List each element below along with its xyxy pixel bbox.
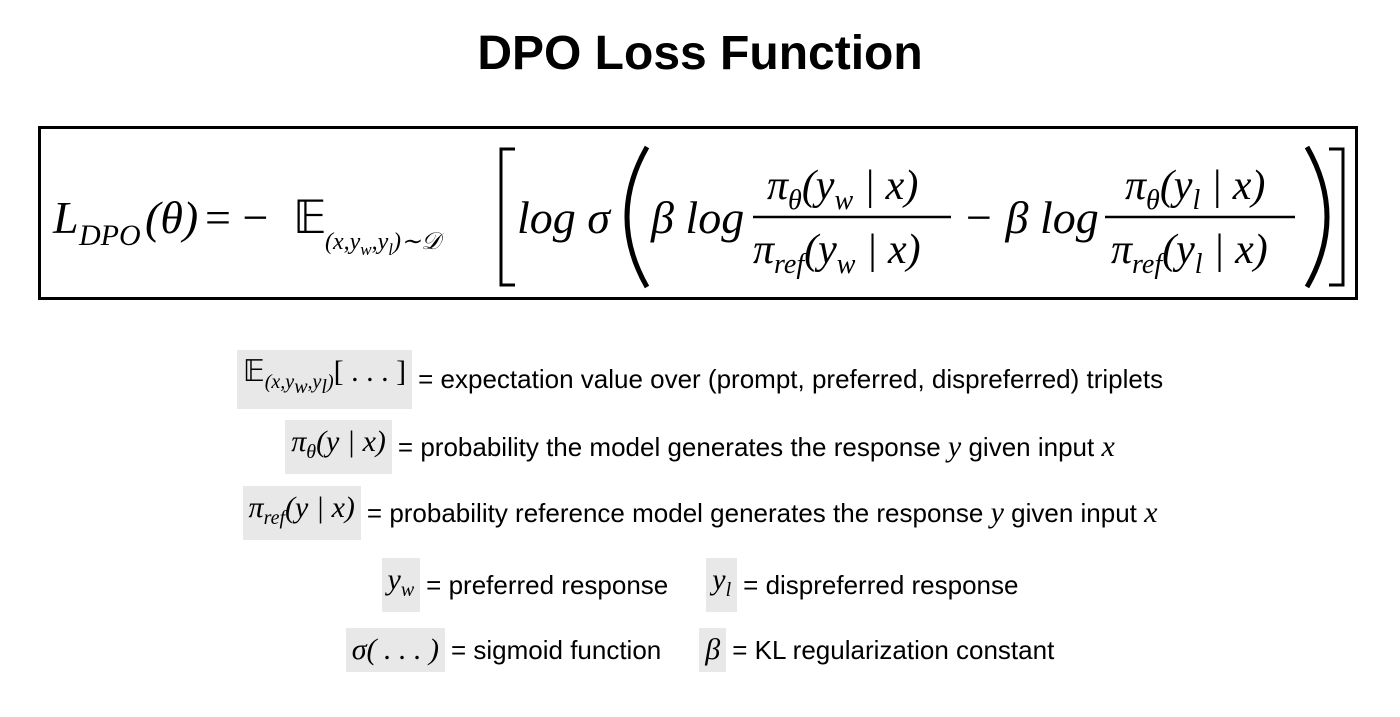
formula-denominator-1: πref(yw | x) (753, 227, 921, 280)
sigmoid-description: = sigmoid function (450, 634, 662, 665)
preferred-description: = preferred response (426, 569, 669, 600)
formula-expect-sub: (x,yw,yl)∼𝒟 (325, 229, 445, 259)
formula-left-paren (624, 145, 650, 289)
definition-responses: yw = preferred response yl = dispreferre… (0, 558, 1400, 612)
formula-right-paren (1304, 145, 1330, 289)
dispreferred-description: = dispreferred response (743, 569, 1019, 600)
formula-lhs-arg: (θ) (145, 192, 198, 243)
formula-numerator-2: πθ(yl | x) (1125, 163, 1265, 216)
formula-left-bracket (499, 147, 515, 287)
formula-right-bracket (1329, 147, 1345, 287)
reference-symbol: πref(y | x) (242, 486, 361, 540)
formula-numerator-1: πθ(yw | x) (767, 163, 918, 216)
formula-lhs-sub: DPO (78, 219, 141, 252)
sigmoid-symbol: σ( . . . ) (345, 628, 445, 672)
dpo-loss-formula: L DPO (θ) = − 𝔼 (x,yw,yl)∼𝒟 log σ β log … (52, 145, 1345, 289)
policy-description: = probability the model generates the re… (397, 430, 1115, 463)
formula-lhs-L: L (52, 192, 79, 243)
formula-beta-log-1: β log (650, 192, 744, 243)
definition-expectation: 𝔼(x,yw,yl)[ . . . ] = expectation value … (0, 350, 1400, 409)
policy-symbol: πθ(y | x) (285, 420, 392, 474)
reference-description: = probability reference model generates … (366, 496, 1158, 529)
definition-reference: πref(y | x) = probability reference mode… (0, 486, 1400, 540)
beta-description: = KL regularization constant (732, 634, 1055, 665)
definition-policy: πθ(y | x) = probability the model genera… (0, 420, 1400, 474)
formula-expect: 𝔼 (293, 192, 327, 243)
expectation-symbol: 𝔼(x,yw,yl)[ . . . ] (236, 350, 413, 409)
formula-box: L DPO (θ) = − 𝔼 (x,yw,yl)∼𝒟 log σ β log … (38, 126, 1358, 300)
formula-log-sigma: log σ (517, 192, 612, 243)
page-title: DPO Loss Function (477, 27, 923, 80)
dispreferred-symbol: yl (706, 558, 738, 612)
formula-minus-beta-log-2: − β log (963, 192, 1099, 243)
formula-denominator-2: πref(yl | x) (1111, 227, 1268, 280)
preferred-symbol: yw (381, 558, 421, 612)
expectation-description: = expectation value over (prompt, prefer… (418, 364, 1164, 394)
beta-symbol: β (699, 628, 727, 672)
definition-constants: σ( . . . ) = sigmoid function β = KL reg… (0, 628, 1400, 672)
formula-equals-minus: = − (205, 192, 268, 243)
